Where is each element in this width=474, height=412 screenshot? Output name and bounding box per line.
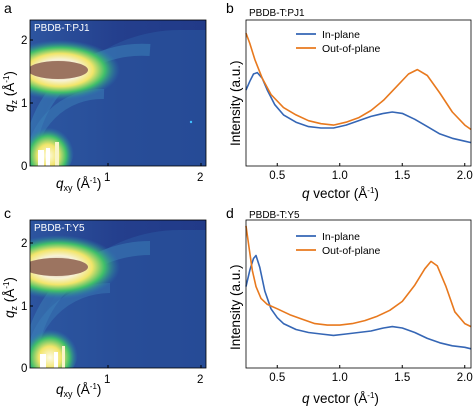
x-axis-d: 0.5 1.0 1.5 2.0 — [269, 365, 473, 384]
series-line-out-of-plane-d — [245, 225, 472, 328]
y-axis-a: 2 1 0 qz (Å-1) — [2, 35, 33, 173]
panel-a: a PBDB-T:PJ1 2 1 0 qz (Å-1) — [2, 0, 207, 193]
plot-area-b — [245, 32, 472, 144]
xtick-label-1: 1.0 — [332, 170, 348, 182]
xtick-c-1: 1 — [104, 374, 110, 386]
ylabel-d: Intensity (a.u.) — [228, 264, 243, 350]
panel-letter-a: a — [4, 0, 12, 16]
xtick-label-1: 1.0 — [332, 372, 348, 384]
xtick-label-0: 0.5 — [269, 372, 285, 384]
ylabel-c: qz (Å-1) — [2, 277, 19, 318]
xtick-c-2: 2 — [197, 374, 203, 386]
panel-title-c: PBDB-T:Y5 — [34, 223, 85, 234]
xtick-label-3: 2.0 — [457, 170, 473, 182]
panel-b: b PBDB-T:PJ1 In-plane Out-of-plane 0.5 1.… — [226, 0, 473, 201]
xtick-label-2: 1.5 — [394, 372, 410, 384]
legend-b-out-of-plane: Out-of-plane — [322, 43, 381, 55]
panel-letter-d: d — [226, 205, 234, 221]
panel-title-b: PBDB-T:PJ1 — [249, 8, 305, 19]
panel-letter-b: b — [226, 0, 234, 16]
xtick-a-2: 2 — [197, 172, 203, 184]
ytick-c-0: 0 — [21, 363, 27, 375]
y-axis-c: 2 1 0 qz (Å-1) — [2, 238, 33, 375]
legend-d-out-of-plane: Out-of-plane — [322, 245, 381, 257]
xlabel-a: qxy (Å-1) — [56, 176, 101, 193]
ytick-a-1: 1 — [21, 98, 27, 110]
panel-d: d PBDB-T:Y5 In-plane Out-of-plane 0.5 1.0… — [226, 205, 473, 406]
xtick-a-1: 1 — [104, 172, 110, 184]
ytick-c-1: 1 — [21, 301, 27, 313]
x-axis-a: 1 2 qxy (Å-1) — [56, 163, 203, 193]
xlabel-b: q vector (Å-1) — [302, 186, 379, 201]
panel-title-a: PBDB-T:PJ1 — [34, 23, 90, 34]
xtick-label-0: 0.5 — [269, 170, 285, 182]
series-line-out-of-plane-b — [245, 32, 472, 131]
legend-b: In-plane Out-of-plane — [296, 29, 381, 55]
legend-d-in-plane: In-plane — [322, 231, 360, 243]
series-line-in-plane-b — [245, 71, 472, 144]
panel-letter-c: c — [4, 205, 11, 221]
ylabel-a: qz (Å-1) — [2, 71, 19, 112]
x-axis-b: 0.5 1.0 1.5 2.0 — [269, 163, 473, 182]
ytick-a-2: 2 — [21, 35, 27, 47]
xtick-label-3: 2.0 — [457, 372, 473, 384]
xtick-label-2: 1.5 — [394, 170, 410, 182]
xlabel-d: q vector (Å-1) — [302, 391, 379, 406]
map-image-c — [30, 220, 206, 368]
map-image-a — [30, 20, 206, 166]
panel-c: c PBDB-T:Y5 2 1 0 qz (Å-1) — [2, 205, 207, 399]
ylabel-b: Intensity (a.u.) — [228, 60, 243, 146]
ytick-c-2: 2 — [21, 238, 27, 250]
legend-b-in-plane: In-plane — [322, 29, 360, 41]
ytick-a-0: 0 — [21, 161, 27, 173]
series-line-in-plane-d — [245, 254, 472, 350]
panel-title-d: PBDB-T:Y5 — [249, 210, 300, 221]
legend-d: In-plane Out-of-plane — [296, 231, 381, 257]
x-axis-c: 1 2 qxy (Å-1) — [56, 365, 203, 399]
plot-area-d — [245, 225, 472, 350]
xlabel-c: qxy (Å-1) — [56, 382, 101, 399]
